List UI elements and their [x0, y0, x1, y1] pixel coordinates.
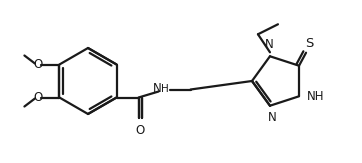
Text: S: S — [305, 37, 313, 50]
Text: N: N — [265, 38, 273, 51]
Text: H: H — [161, 84, 168, 95]
Text: O: O — [34, 58, 43, 71]
Text: O: O — [34, 91, 43, 104]
Text: N: N — [153, 82, 162, 95]
Text: N: N — [268, 111, 276, 124]
Text: O: O — [135, 125, 144, 138]
Text: NH: NH — [307, 90, 325, 103]
